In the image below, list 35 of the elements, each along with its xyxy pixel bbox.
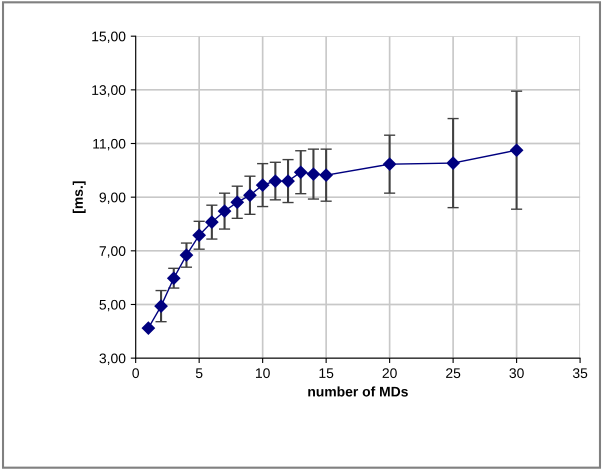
y-tick-label: 15,00 [92, 32, 126, 43]
x-tick-label: 5 [196, 368, 202, 378]
point [218, 204, 232, 218]
point [142, 322, 155, 335]
y-tick-label: 13,00 [92, 85, 126, 97]
point [192, 228, 206, 242]
y-tick-label: 7,00 [100, 246, 126, 258]
point [230, 196, 244, 209]
x-axis-title: number of MDs [308, 386, 408, 397]
y-tick-label: 3,00 [99, 353, 126, 365]
x-tick-label: 15 [319, 368, 334, 378]
point [243, 188, 257, 202]
point [256, 178, 270, 192]
point [306, 168, 320, 181]
y-tick-label: 11,00 [93, 138, 126, 150]
point [268, 174, 282, 188]
x-tick-label: 20 [382, 368, 397, 378]
point [294, 166, 308, 179]
x-tick-label: 10 [256, 368, 270, 378]
x-tick-label: 35 [572, 368, 588, 378]
point [180, 248, 194, 262]
y-tick-label: 5,00 [99, 300, 126, 312]
point [383, 158, 396, 171]
y-axis-title: [ms.] [72, 181, 86, 213]
x-tick-label: 0 [132, 368, 139, 378]
point [510, 144, 524, 157]
x-tick-label: 30 [509, 368, 524, 378]
point [154, 300, 168, 313]
y-tick-label: 9,00 [100, 192, 126, 204]
point [281, 174, 295, 188]
point [446, 156, 460, 170]
point [167, 272, 180, 285]
point [205, 216, 218, 229]
x-tick-label: 25 [446, 368, 460, 378]
point [320, 168, 333, 182]
